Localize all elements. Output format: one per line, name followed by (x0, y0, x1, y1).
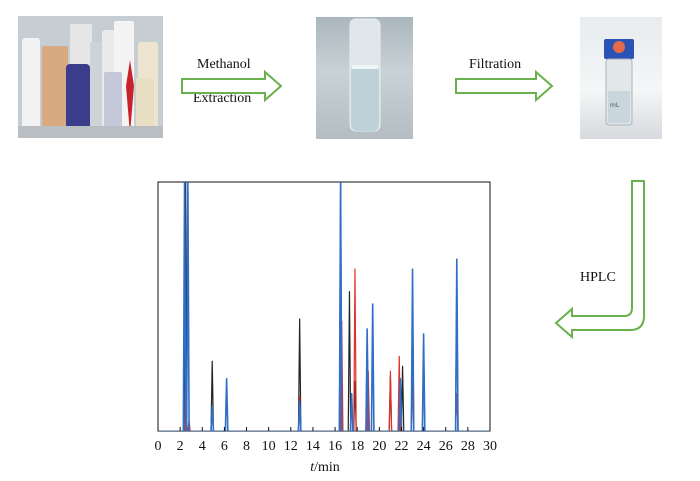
x-tick-label-10: 10 (262, 439, 276, 454)
x-tick-label-20: 20 (372, 439, 386, 454)
arrow-extraction (181, 69, 283, 103)
series-0-peak-4 (347, 290, 352, 431)
series-2-peak-10 (410, 268, 415, 431)
x-tick-label-14: 14 (306, 439, 320, 454)
x-tick-label-26: 26 (439, 439, 453, 454)
x-axis-label-unit: /min (314, 460, 340, 475)
series-1-peak-6 (388, 370, 393, 431)
x-tick-label-24: 24 (417, 439, 431, 454)
x-tick-label-28: 28 (461, 439, 475, 454)
x-tick-label-22: 22 (394, 439, 408, 454)
hplc-label: HPLC (580, 270, 616, 285)
series-2-peak-2 (210, 405, 215, 431)
x-tick-label-16: 16 (328, 439, 342, 454)
x-tick-label-12: 12 (284, 439, 298, 454)
tube-illustration (349, 18, 381, 132)
series-2-peak-7 (365, 328, 370, 431)
series-2-peak-3 (224, 377, 229, 431)
vial-illustration: mL (604, 39, 634, 126)
series-2-peak-4 (297, 400, 302, 431)
series-2-peak-11 (421, 333, 426, 431)
series-2-peak-12 (454, 258, 459, 431)
extract-tube-photo (316, 17, 413, 139)
svg-text:mL: mL (610, 102, 620, 109)
methanol-label: Methanol (197, 57, 251, 72)
series-2-peak-5 (338, 182, 343, 431)
hplc-vial-photo: mL (580, 17, 662, 139)
series-2-peak-9 (398, 377, 403, 431)
series-1-peak-4 (353, 268, 357, 431)
arrow-hplc (554, 180, 645, 340)
cosmetics-photo (18, 16, 163, 138)
x-axis-label-variable: t (310, 460, 315, 475)
series-2-peak-6 (349, 392, 354, 431)
series-0-peak-2 (297, 318, 302, 431)
x-tick-label-18: 18 (350, 439, 364, 454)
arrow-filtration (455, 69, 554, 103)
x-tick-label-30: 30 (483, 439, 497, 454)
series-2-peak-1 (185, 182, 190, 431)
x-tick-label-4: 4 (199, 439, 206, 454)
x-tick-label-0: 0 (155, 439, 162, 454)
x-tick-label-2: 2 (177, 439, 184, 454)
cosmetics-illustration (18, 16, 163, 138)
x-tick-label-6: 6 (221, 439, 228, 454)
series-2-peak-8 (370, 303, 375, 431)
series-2-peak-0 (182, 182, 187, 431)
x-tick-label-8: 8 (243, 439, 250, 454)
plot-frame (157, 181, 491, 432)
extraction-label: Extraction (193, 91, 252, 106)
filtration-label: Filtration (469, 57, 522, 72)
x-axis-label: t/min (310, 460, 340, 475)
